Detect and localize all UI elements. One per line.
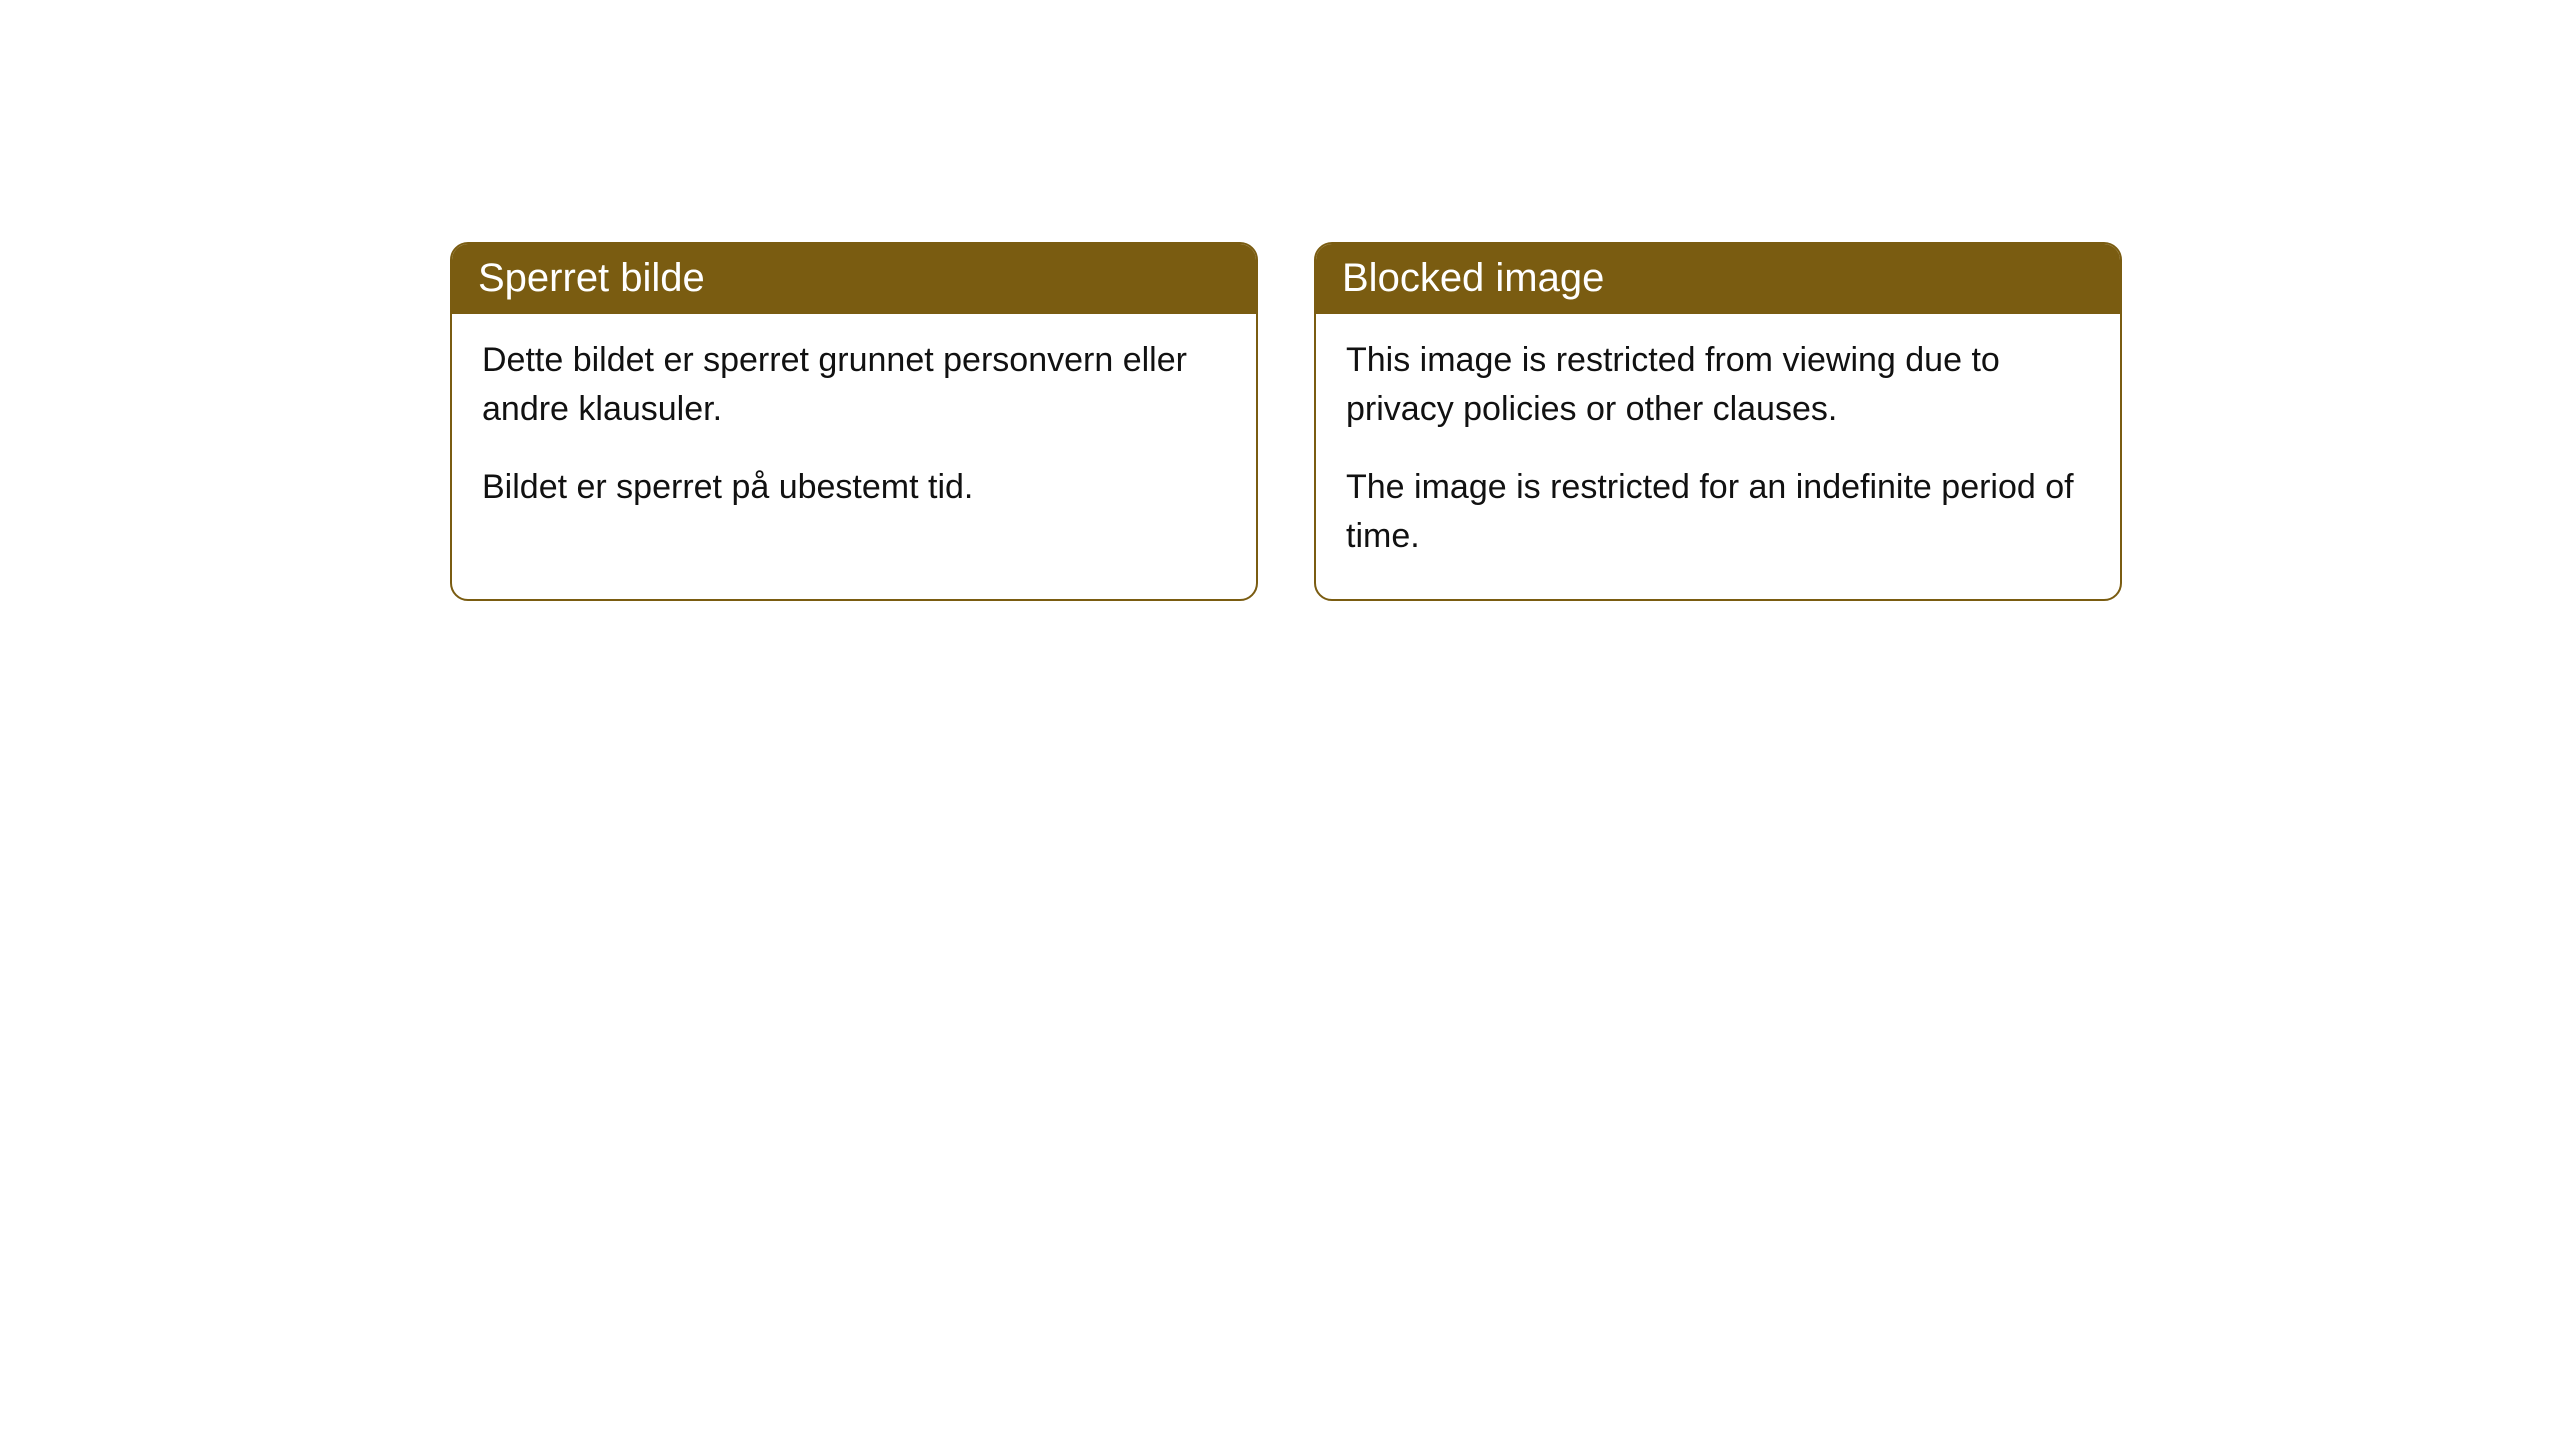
card-header: Blocked image <box>1316 244 2120 314</box>
notice-card-english: Blocked image This image is restricted f… <box>1314 242 2122 601</box>
card-body: This image is restricted from viewing du… <box>1316 314 2120 599</box>
card-paragraph: This image is restricted from viewing du… <box>1346 336 2090 435</box>
card-body: Dette bildet er sperret grunnet personve… <box>452 314 1256 550</box>
card-header: Sperret bilde <box>452 244 1256 314</box>
card-paragraph: The image is restricted for an indefinit… <box>1346 463 2090 562</box>
card-paragraph: Dette bildet er sperret grunnet personve… <box>482 336 1226 435</box>
notice-card-norwegian: Sperret bilde Dette bildet er sperret gr… <box>450 242 1258 601</box>
notice-cards-container: Sperret bilde Dette bildet er sperret gr… <box>450 242 2122 601</box>
card-paragraph: Bildet er sperret på ubestemt tid. <box>482 463 1226 512</box>
